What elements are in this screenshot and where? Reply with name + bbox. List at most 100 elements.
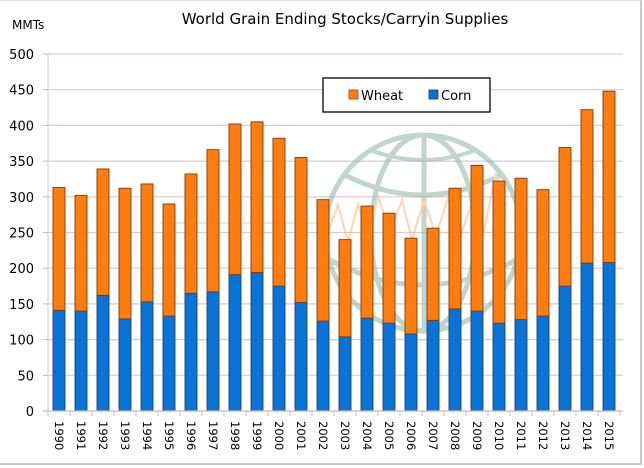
bar-wheat-2012 [536, 189, 550, 317]
bar-wheat-1993 [118, 187, 132, 320]
chart-title: World Grain Ending Stocks/Carryin Suppli… [182, 10, 509, 28]
bar-corn-2014 [580, 262, 594, 412]
bar-corn-1998 [228, 274, 242, 412]
bar-corn-2007 [426, 319, 440, 412]
bar-wheat-2015 [602, 90, 616, 263]
bar-corn-2004 [360, 317, 374, 412]
bar-wheat-2006 [404, 237, 418, 335]
y-tick-label: 150 [9, 298, 34, 313]
y-tick-label: 100 [9, 334, 34, 349]
bar-corn-1996 [184, 292, 198, 412]
x-axis [43, 410, 623, 416]
x-tick-label: 1991 [74, 421, 88, 450]
bar-wheat-2003 [338, 239, 352, 338]
legend-label-wheat: Wheat [361, 89, 403, 104]
bar-corn-1993 [118, 318, 132, 412]
bar-wheat-1990 [52, 187, 66, 311]
bar-wheat-1996 [184, 173, 198, 294]
x-tick-label: 2000 [272, 421, 286, 450]
bar-corn-2010 [492, 322, 506, 412]
bar-wheat-2014 [580, 109, 594, 264]
bar-corn-1990 [52, 309, 66, 412]
y-tick-label: 300 [9, 191, 34, 206]
bar-corn-2006 [404, 333, 418, 412]
x-tick-label: 2008 [448, 421, 462, 450]
x-tick-label: 1997 [206, 421, 220, 450]
x-tick-label: 2004 [360, 421, 374, 450]
bar-corn-2008 [448, 308, 462, 412]
x-tick-label: 2002 [316, 421, 330, 450]
bar-wheat-2001 [294, 157, 308, 303]
x-tick-label: 2012 [536, 421, 550, 450]
x-tick-label: 1993 [118, 421, 132, 450]
x-tick-label: 1996 [184, 421, 198, 450]
bar-wheat-2013 [558, 147, 572, 287]
bars [52, 90, 616, 412]
bar-corn-1999 [250, 272, 264, 412]
x-tick-label: 2013 [558, 421, 572, 450]
y-tick-label: 250 [9, 227, 34, 242]
bar-corn-2012 [536, 315, 550, 412]
x-tick-label: 2001 [294, 421, 308, 450]
bar-corn-1995 [162, 315, 176, 412]
x-tick-label: 1990 [52, 421, 66, 450]
y-tick-label: 200 [9, 262, 34, 277]
x-tick-label: 2009 [470, 421, 484, 450]
x-tick-label: 1998 [228, 421, 242, 450]
bar-wheat-2011 [514, 177, 528, 321]
bar-wheat-2005 [382, 212, 396, 324]
legend: Wheat Corn [322, 77, 491, 113]
bar-corn-1992 [96, 294, 110, 412]
x-tick-label: 2005 [382, 421, 396, 450]
y-tick-label: 350 [9, 155, 34, 170]
bar-wheat-1998 [228, 123, 242, 276]
x-tick-label: 2003 [338, 421, 352, 450]
x-tick-label: 2014 [580, 421, 594, 450]
x-tick-label: 2015 [602, 421, 616, 450]
bar-wheat-1992 [96, 168, 110, 296]
y-tick-label: 400 [9, 119, 34, 134]
bar-corn-1991 [74, 310, 88, 412]
bar-corn-2011 [514, 319, 528, 412]
y-tick-label: 450 [9, 84, 34, 99]
y-tick-label: 50 [17, 369, 34, 384]
bar-corn-2003 [338, 336, 352, 412]
bar-corn-2000 [272, 285, 286, 412]
legend-swatch-corn [428, 89, 439, 100]
bar-corn-1997 [206, 291, 220, 412]
bar-corn-2009 [470, 310, 484, 412]
bar-wheat-2010 [492, 180, 506, 324]
bar-wheat-1994 [140, 183, 154, 303]
y-axis-ticks: 0 50 100 150 200 250 300 350 400 450 500 [9, 48, 48, 420]
bar-corn-2001 [294, 302, 308, 412]
bar-corn-2015 [602, 262, 616, 412]
legend-label-corn: Corn [441, 89, 471, 104]
bar-corn-1994 [140, 301, 154, 412]
bar-wheat-2004 [360, 205, 374, 319]
x-axis-tick-labels: 1990 1991 1992 1993 1994 1995 1996 1997 1998 1999… [52, 421, 616, 450]
bar-wheat-2008 [448, 187, 462, 310]
bar-wheat-1995 [162, 203, 176, 317]
x-tick-label: 1995 [162, 421, 176, 450]
bar-wheat-2002 [316, 199, 330, 322]
y-tick-label: 0 [26, 405, 34, 420]
x-tick-label: 2007 [426, 421, 440, 450]
bar-corn-2002 [316, 320, 330, 412]
bar-wheat-2007 [426, 227, 440, 321]
x-tick-label: 1992 [96, 421, 110, 450]
x-tick-label: 1999 [250, 421, 264, 450]
bar-corn-2013 [558, 285, 572, 412]
x-tick-label: 2010 [492, 421, 506, 450]
x-tick-label: 2006 [404, 421, 418, 450]
bar-wheat-2009 [470, 164, 484, 312]
bar-wheat-1997 [206, 149, 220, 293]
y-axis-unit-label: MMTs [12, 18, 44, 32]
bar-corn-2005 [382, 322, 396, 412]
bar-wheat-1999 [250, 121, 264, 273]
x-tick-label: 2011 [514, 421, 528, 450]
legend-swatch-wheat [348, 89, 359, 100]
bar-wheat-2000 [272, 137, 286, 287]
y-tick-label: 500 [9, 48, 34, 63]
